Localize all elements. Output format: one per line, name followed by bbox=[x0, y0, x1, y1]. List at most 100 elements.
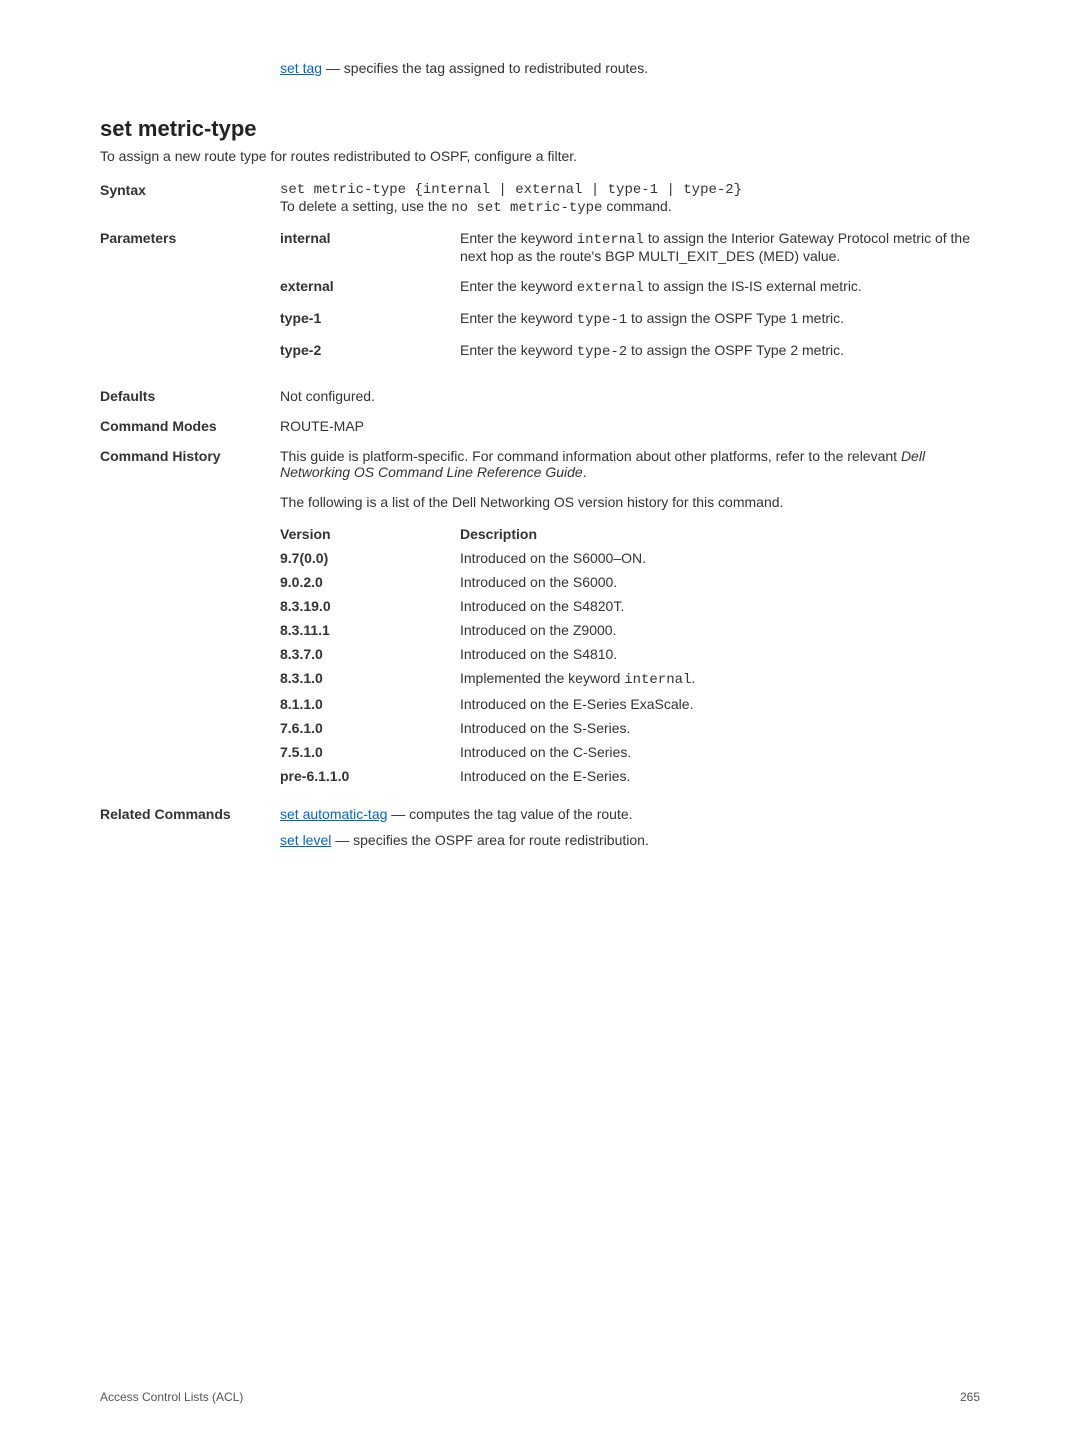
defaults-row: Defaults Not configured. bbox=[100, 388, 980, 404]
syntax-delete-code: no set metric-type bbox=[451, 200, 602, 216]
defaults-label: Defaults bbox=[100, 388, 280, 404]
syntax-row: Syntax set metric-type {internal | exter… bbox=[100, 182, 980, 216]
param-desc-prefix: Enter the keyword bbox=[460, 342, 577, 358]
history-version: 8.1.1.0 bbox=[280, 696, 460, 712]
related-commands-content: set automatic-tag — computes the tag val… bbox=[280, 806, 980, 858]
param-key: external bbox=[280, 278, 460, 296]
param-desc: Enter the keyword type-1 to assign the O… bbox=[460, 310, 980, 328]
link-set-level[interactable]: set level bbox=[280, 832, 331, 848]
syntax-code: set metric-type {internal | external | t… bbox=[280, 182, 980, 198]
related-desc: — computes the tag value of the route. bbox=[387, 806, 632, 822]
command-modes-value: ROUTE-MAP bbox=[280, 418, 980, 434]
history-desc: Introduced on the E-Series. bbox=[460, 768, 980, 784]
param-desc-code: type-2 bbox=[577, 344, 627, 360]
history-version: 7.6.1.0 bbox=[280, 720, 460, 736]
related-commands-row: Related Commands set automatic-tag — com… bbox=[100, 806, 980, 858]
history-version: 8.3.11.1 bbox=[280, 622, 460, 638]
parameters-table: internal Enter the keyword internal to a… bbox=[280, 230, 980, 374]
syntax-delete-prefix: To delete a setting, use the bbox=[280, 198, 451, 214]
param-desc: Enter the keyword external to assign the… bbox=[460, 278, 980, 296]
param-key: type-1 bbox=[280, 310, 460, 328]
history-row: 8.3.7.0 Introduced on the S4810. bbox=[280, 646, 980, 662]
command-history-row: Command History This guide is platform-s… bbox=[100, 448, 980, 792]
history-header-desc: Description bbox=[460, 526, 980, 542]
history-row: 7.6.1.0 Introduced on the S-Series. bbox=[280, 720, 980, 736]
command-modes-label: Command Modes bbox=[100, 418, 280, 434]
param-desc-code: external bbox=[577, 280, 644, 296]
page-container: set tag — specifies the tag assigned to … bbox=[0, 0, 1080, 1434]
param-desc: Enter the keyword type-2 to assign the O… bbox=[460, 342, 980, 360]
link-set-tag[interactable]: set tag bbox=[280, 60, 322, 76]
command-history-content: This guide is platform-specific. For com… bbox=[280, 448, 980, 792]
param-desc-prefix: Enter the keyword bbox=[460, 310, 577, 326]
param-desc-suffix: to assign the OSPF Type 2 metric. bbox=[627, 342, 844, 358]
defaults-value: Not configured. bbox=[280, 388, 980, 404]
parameters-label: Parameters bbox=[100, 230, 280, 374]
link-set-automatic-tag[interactable]: set automatic-tag bbox=[280, 806, 387, 822]
top-related-desc: — specifies the tag assigned to redistri… bbox=[322, 60, 648, 76]
section-title: set metric-type bbox=[100, 116, 980, 142]
history-row: 9.0.2.0 Introduced on the S6000. bbox=[280, 574, 980, 590]
history-desc-prefix: Implemented the keyword bbox=[460, 670, 624, 686]
param-row: external Enter the keyword external to a… bbox=[280, 278, 980, 296]
syntax-content: set metric-type {internal | external | t… bbox=[280, 182, 980, 216]
history-desc: Introduced on the S-Series. bbox=[460, 720, 980, 736]
param-key: internal bbox=[280, 230, 460, 264]
history-row: 7.5.1.0 Introduced on the C-Series. bbox=[280, 744, 980, 760]
history-desc-code: internal bbox=[624, 672, 691, 688]
param-row: type-2 Enter the keyword type-2 to assig… bbox=[280, 342, 980, 360]
command-history-intro: This guide is platform-specific. For com… bbox=[280, 448, 980, 480]
history-desc: Introduced on the S4810. bbox=[460, 646, 980, 662]
history-version: 8.3.1.0 bbox=[280, 670, 460, 688]
command-history-label: Command History bbox=[100, 448, 280, 792]
history-header-version: Version bbox=[280, 526, 460, 542]
footer-page-number: 265 bbox=[960, 1390, 980, 1404]
history-row: pre-6.1.1.0 Introduced on the E-Series. bbox=[280, 768, 980, 784]
history-desc: Introduced on the S6000. bbox=[460, 574, 980, 590]
history-desc: Introduced on the S6000–ON. bbox=[460, 550, 980, 566]
syntax-label: Syntax bbox=[100, 182, 280, 216]
param-desc-prefix: Enter the keyword bbox=[460, 230, 577, 246]
history-row: 8.1.1.0 Introduced on the E-Series ExaSc… bbox=[280, 696, 980, 712]
page-footer: Access Control Lists (ACL) 265 bbox=[100, 1390, 980, 1404]
command-modes-row: Command Modes ROUTE-MAP bbox=[100, 418, 980, 434]
history-table: Version Description 9.7(0.0) Introduced … bbox=[280, 526, 980, 784]
history-desc: Introduced on the C-Series. bbox=[460, 744, 980, 760]
top-related-line: set tag — specifies the tag assigned to … bbox=[280, 60, 980, 76]
history-intro-prefix: This guide is platform-specific. For com… bbox=[280, 448, 901, 464]
history-version: 9.0.2.0 bbox=[280, 574, 460, 590]
history-desc: Introduced on the Z9000. bbox=[460, 622, 980, 638]
syntax-delete-suffix: command. bbox=[602, 198, 671, 214]
history-version: pre-6.1.1.0 bbox=[280, 768, 460, 784]
related-line: set level — specifies the OSPF area for … bbox=[280, 832, 980, 848]
related-commands-label: Related Commands bbox=[100, 806, 280, 858]
history-desc: Introduced on the E-Series ExaScale. bbox=[460, 696, 980, 712]
related-line: set automatic-tag — computes the tag val… bbox=[280, 806, 980, 822]
param-desc-code: internal bbox=[577, 232, 644, 248]
related-desc: — specifies the OSPF area for route redi… bbox=[331, 832, 648, 848]
history-row: 9.7(0.0) Introduced on the S6000–ON. bbox=[280, 550, 980, 566]
param-key: type-2 bbox=[280, 342, 460, 360]
history-row: 8.3.1.0 Implemented the keyword internal… bbox=[280, 670, 980, 688]
param-row: type-1 Enter the keyword type-1 to assig… bbox=[280, 310, 980, 328]
history-version: 9.7(0.0) bbox=[280, 550, 460, 566]
history-desc-suffix: . bbox=[691, 670, 695, 686]
syntax-delete-line: To delete a setting, use the no set metr… bbox=[280, 198, 980, 216]
history-intro-suffix: . bbox=[583, 464, 587, 480]
history-row: 8.3.19.0 Introduced on the S4820T. bbox=[280, 598, 980, 614]
param-row: internal Enter the keyword internal to a… bbox=[280, 230, 980, 264]
param-desc-code: type-1 bbox=[577, 312, 627, 328]
param-desc-prefix: Enter the keyword bbox=[460, 278, 577, 294]
history-desc: Implemented the keyword internal. bbox=[460, 670, 980, 688]
section-subtitle: To assign a new route type for routes re… bbox=[100, 148, 980, 164]
history-version: 7.5.1.0 bbox=[280, 744, 460, 760]
command-history-intro2: The following is a list of the Dell Netw… bbox=[280, 494, 980, 510]
footer-left: Access Control Lists (ACL) bbox=[100, 1390, 243, 1404]
param-desc-suffix: to assign the OSPF Type 1 metric. bbox=[627, 310, 844, 326]
history-version: 8.3.7.0 bbox=[280, 646, 460, 662]
history-version: 8.3.19.0 bbox=[280, 598, 460, 614]
history-row: 8.3.11.1 Introduced on the Z9000. bbox=[280, 622, 980, 638]
param-desc-suffix: to assign the IS-IS external metric. bbox=[644, 278, 862, 294]
parameters-row: Parameters internal Enter the keyword in… bbox=[100, 230, 980, 374]
param-desc: Enter the keyword internal to assign the… bbox=[460, 230, 980, 264]
